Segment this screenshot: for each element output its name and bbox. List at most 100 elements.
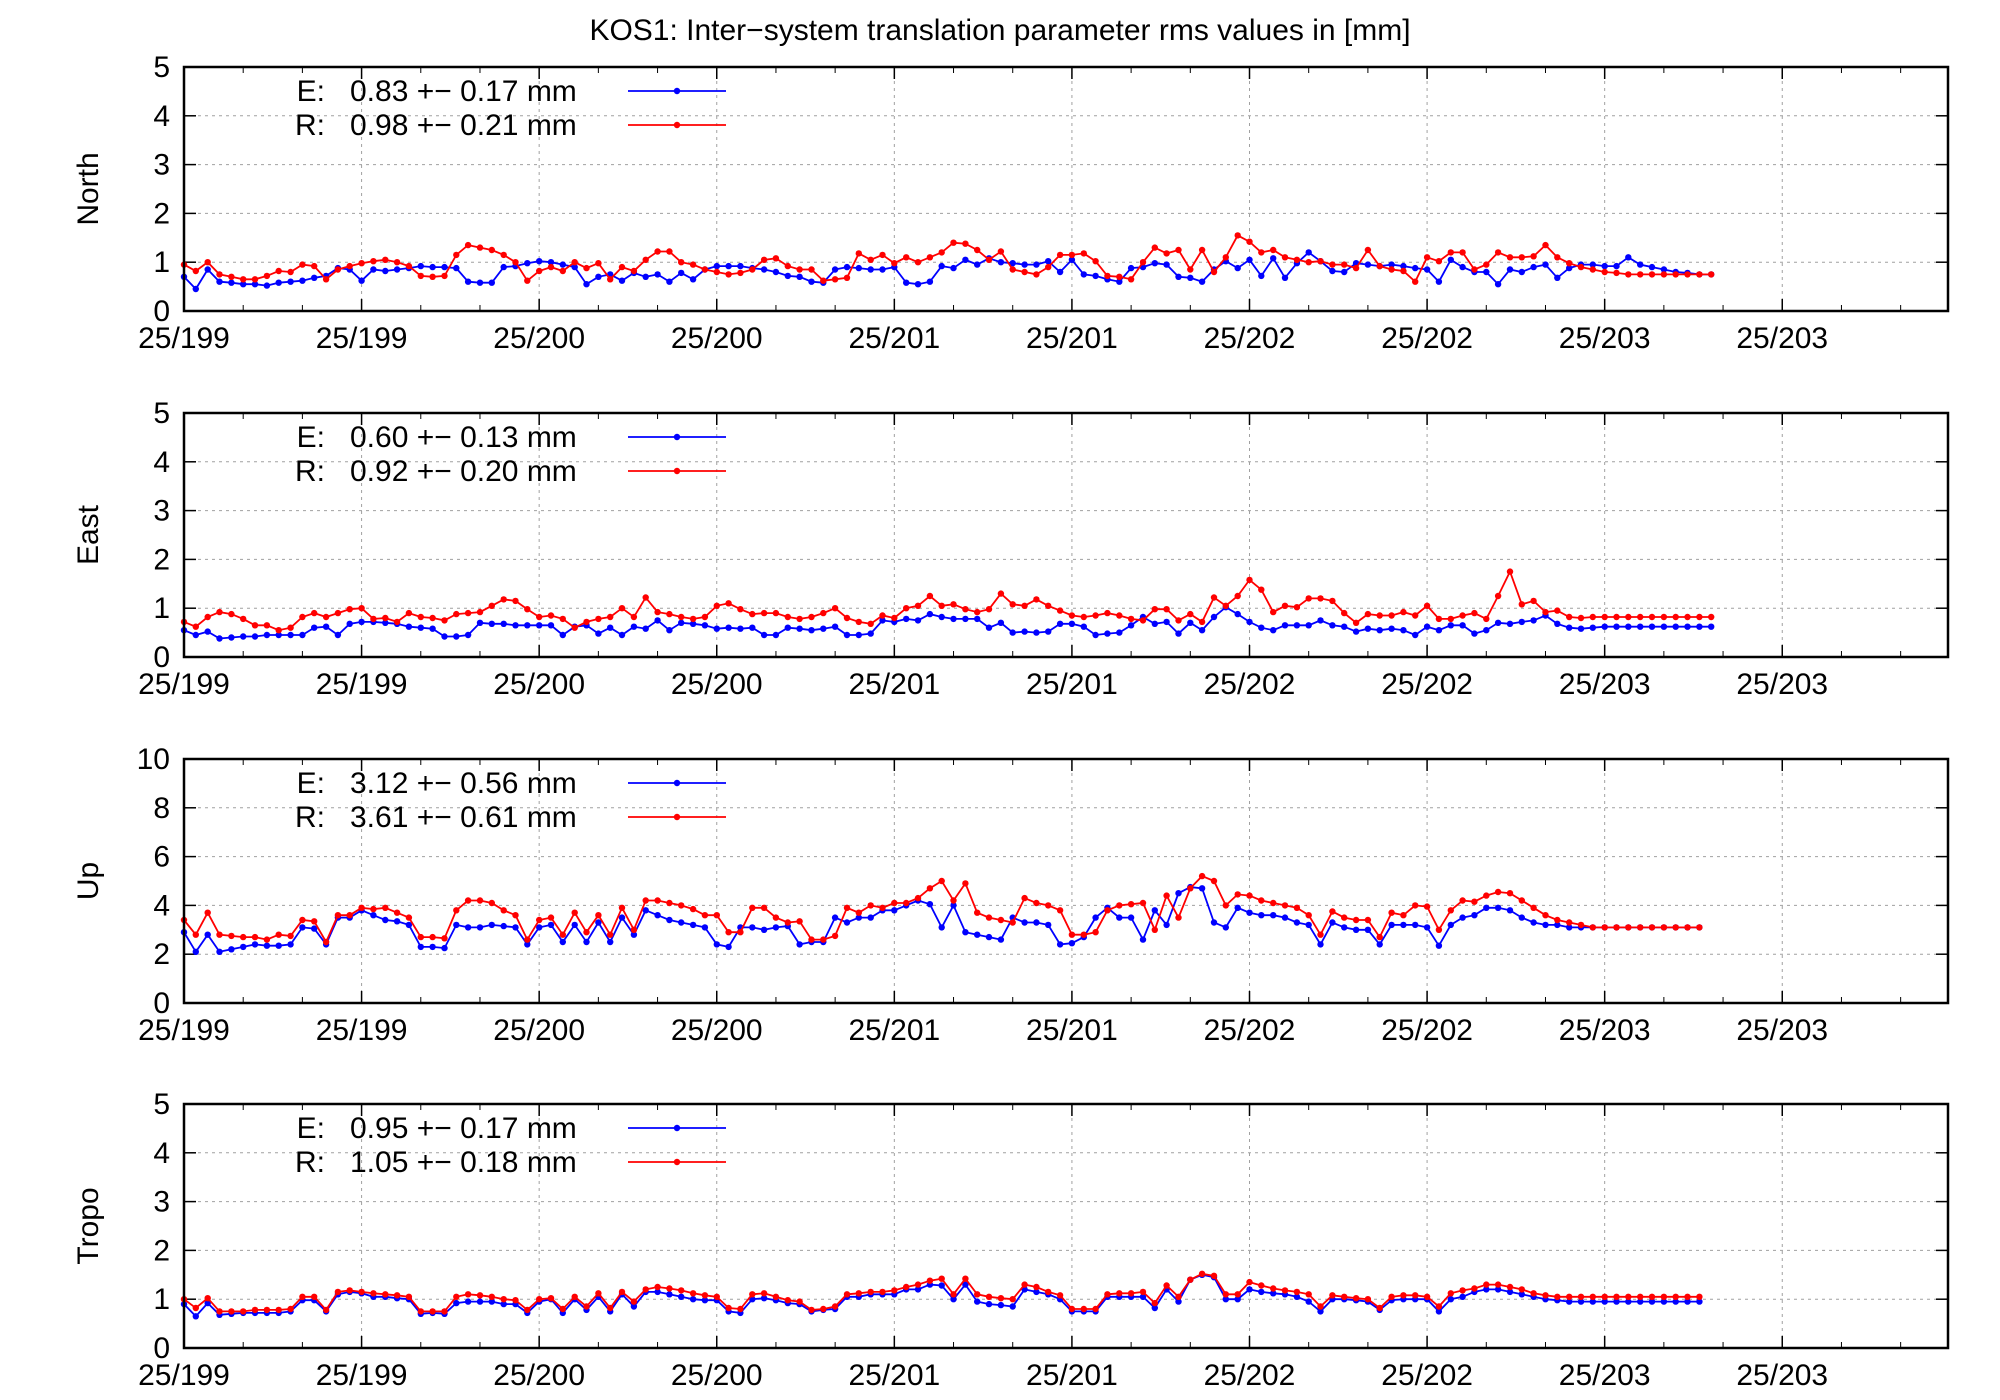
- data-point-r: [524, 277, 531, 284]
- data-point-e: [204, 628, 211, 635]
- data-point-e: [275, 279, 282, 286]
- data-point-r: [879, 1288, 886, 1296]
- data-point-e: [1506, 907, 1514, 914]
- data-point-r: [346, 1287, 353, 1294]
- data-point-e: [1258, 912, 1265, 919]
- data-point-e: [464, 278, 472, 285]
- x-tick-label: 25/203: [1736, 1359, 1828, 1392]
- data-point-r: [1542, 608, 1549, 616]
- data-point-e: [228, 634, 235, 641]
- data-point-e: [1648, 1298, 1656, 1305]
- data-point-e: [914, 281, 922, 288]
- data-point-r: [1660, 271, 1668, 278]
- data-point-r: [855, 618, 862, 626]
- data-point-e: [938, 1282, 945, 1289]
- data-point-e: [1364, 261, 1372, 268]
- data-point-r: [796, 1298, 803, 1305]
- data-point-r: [1613, 613, 1620, 621]
- x-tick-label: 25/200: [493, 1014, 585, 1047]
- data-point-e: [1341, 268, 1348, 276]
- data-point-r: [903, 1283, 910, 1291]
- data-point-r: [547, 612, 555, 619]
- data-point-e: [204, 1299, 211, 1307]
- y-tick-label: 6: [153, 841, 170, 874]
- data-point-r: [820, 936, 827, 943]
- data-point-e: [464, 631, 472, 639]
- data-point-e: [583, 281, 590, 288]
- data-point-e: [1400, 921, 1407, 929]
- data-point-r: [725, 600, 732, 607]
- data-point-r: [867, 620, 874, 627]
- data-point-r: [1246, 238, 1253, 245]
- x-tick-label: 25/199: [316, 1014, 408, 1047]
- data-point-e: [630, 1303, 638, 1310]
- data-point-e: [311, 925, 318, 932]
- data-point-e: [666, 916, 673, 924]
- data-point-e: [1388, 625, 1395, 632]
- data-point-e: [299, 631, 306, 639]
- data-point-r: [1080, 250, 1088, 257]
- data-point-r: [1139, 1288, 1147, 1296]
- data-point-r: [476, 1292, 484, 1299]
- data-point-r: [1151, 244, 1159, 251]
- data-point-r: [429, 1308, 436, 1315]
- data-point-e: [453, 264, 460, 272]
- data-point-r: [1554, 607, 1561, 614]
- data-point-e: [216, 635, 223, 642]
- data-point-r: [1341, 261, 1348, 268]
- data-point-r: [429, 273, 436, 280]
- data-point-e: [251, 941, 259, 948]
- x-tick-label: 25/200: [493, 1359, 585, 1392]
- data-point-r: [1494, 888, 1502, 896]
- data-point-e: [950, 1296, 957, 1303]
- data-point-r: [1210, 1272, 1218, 1280]
- data-point-r: [251, 622, 259, 629]
- data-point-r: [1246, 576, 1253, 584]
- data-point-r: [1542, 241, 1549, 249]
- data-point-r: [1613, 924, 1620, 931]
- data-point-e: [512, 622, 519, 629]
- data-point-r: [678, 259, 685, 266]
- x-tick-label: 25/202: [1381, 668, 1473, 701]
- series-line-r: [183, 234, 1712, 284]
- data-point-r: [962, 240, 969, 247]
- x-tick-label: 25/201: [1026, 322, 1118, 355]
- data-point-e: [1518, 1291, 1526, 1298]
- data-point-e: [713, 625, 720, 632]
- data-point-r: [1009, 266, 1016, 273]
- data-point-r: [1447, 615, 1455, 623]
- data-point-e: [808, 278, 815, 285]
- panel-up: 0 2 4 6 8 10 25/199 25/199 25/200 25/200 25/201 25/…: [72, 743, 1950, 1047]
- data-point-e: [1423, 623, 1431, 630]
- data-point-e: [1068, 256, 1076, 263]
- data-point-e: [1092, 914, 1099, 921]
- data-point-r: [1305, 259, 1312, 266]
- data-point-r: [737, 269, 744, 277]
- data-point-r: [1080, 613, 1088, 621]
- data-point-e: [382, 916, 389, 924]
- data-point-e: [1045, 258, 1052, 265]
- data-point-r: [370, 258, 377, 265]
- data-point-e: [1494, 281, 1502, 288]
- data-point-e: [240, 633, 247, 640]
- data-point-r: [713, 1293, 720, 1301]
- data-point-r: [299, 261, 306, 268]
- data-point-e: [1293, 622, 1301, 629]
- data-point-r: [1648, 271, 1656, 278]
- data-point-e: [879, 617, 886, 624]
- data-point-e: [1317, 941, 1324, 948]
- data-point-r: [1222, 1291, 1230, 1298]
- data-point-r: [1459, 1287, 1466, 1294]
- data-point-r: [1127, 901, 1135, 908]
- data-point-r: [1637, 613, 1644, 621]
- data-point-e: [1542, 921, 1549, 929]
- data-point-e: [476, 924, 484, 931]
- data-point-r: [914, 1281, 922, 1288]
- data-point-r: [796, 918, 803, 925]
- data-point-r: [1009, 601, 1016, 608]
- data-point-e: [1175, 890, 1182, 897]
- data-point-e: [1554, 274, 1561, 281]
- data-point-e: [464, 1298, 472, 1305]
- data-point-e: [1234, 610, 1241, 618]
- data-point-e: [1056, 941, 1064, 948]
